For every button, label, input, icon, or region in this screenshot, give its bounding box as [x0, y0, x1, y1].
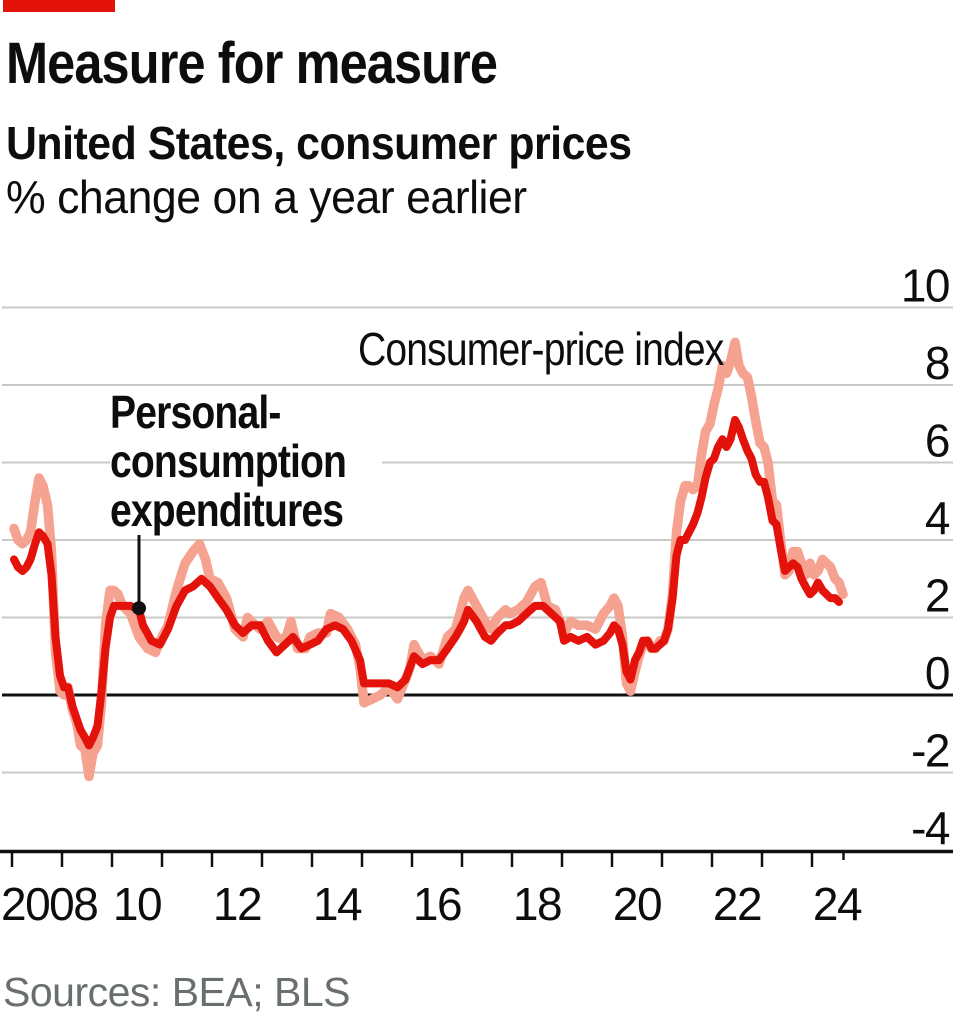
x-tick-label: 24 [813, 878, 862, 930]
cpi-line [9, 337, 848, 782]
x-tick-label: 22 [713, 878, 761, 930]
x-tick-label: 2008 [1, 878, 97, 930]
pce-line [10, 415, 843, 750]
cpi-series-label: Consumer-price index [358, 323, 724, 375]
x-tick-label: 20 [613, 878, 661, 930]
y-tick-label: -2 [911, 725, 949, 777]
x-tick-label: 18 [513, 878, 561, 930]
page-title: Measure for measure [6, 31, 498, 96]
x-tick-label: 16 [413, 878, 461, 930]
sources-note: Sources: BEA; BLS [3, 969, 351, 1015]
chart-unit-note: % change on a year earlier [6, 171, 527, 223]
chart-subtitle: United States, consumer prices [6, 117, 632, 169]
y-tick-label: -4 [911, 802, 950, 854]
y-tick-label: 10 [901, 260, 949, 312]
y-tick-label: 6 [925, 415, 949, 467]
x-tick-label: 14 [313, 878, 362, 930]
y-tick-label: 8 [925, 337, 949, 389]
brand-red-tag [3, 0, 115, 12]
y-tick-label: 4 [925, 492, 950, 544]
pce-callout-dot [132, 601, 146, 616]
x-tick-label: 12 [213, 878, 261, 930]
pce-series-label: Personal-consumption expenditures [110, 388, 382, 535]
x-tick-label: 10 [113, 878, 161, 930]
y-tick-label: 2 [925, 570, 949, 622]
y-tick-label: 0 [925, 647, 949, 699]
